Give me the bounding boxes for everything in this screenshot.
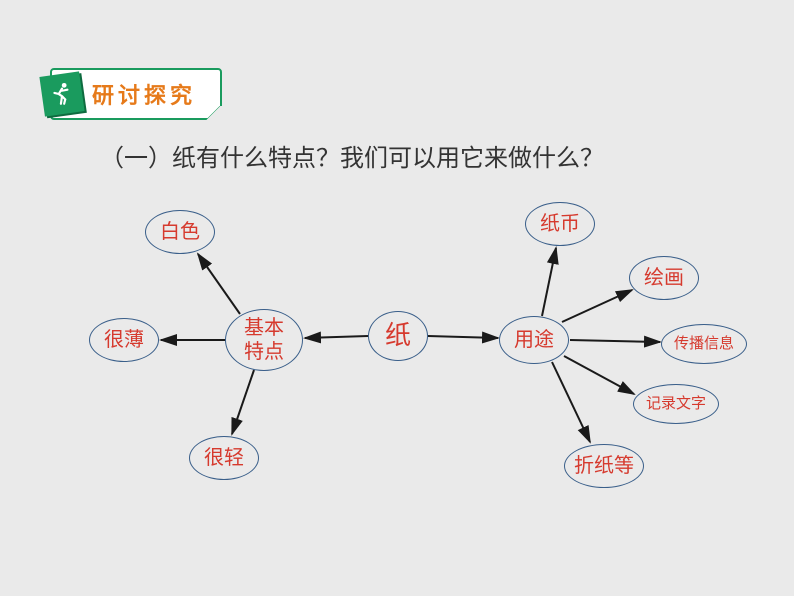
node-light: 很轻 [189,436,259,480]
diagram-layer: 纸 基本 特点 白色很薄很轻 用途 纸币绘画传播信息记录文字折纸等 [0,0,794,596]
node-record: 记录文字 [633,384,719,424]
node-features: 基本 特点 [225,309,303,371]
node-paint: 绘画 [629,256,699,300]
node-uses: 用途 [499,316,569,364]
node-spread: 传播信息 [661,324,747,364]
node-fold: 折纸等 [564,444,644,488]
node-money: 纸币 [525,202,595,246]
node-white: 白色 [145,210,215,254]
node-thin: 很薄 [89,318,159,362]
node-center: 纸 [368,311,428,361]
